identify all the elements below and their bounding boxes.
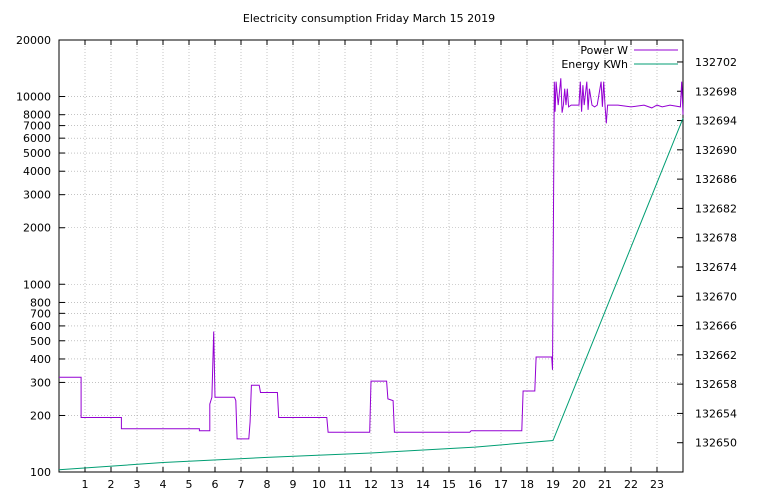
x-tick-label: 20	[572, 478, 586, 491]
grid	[59, 40, 683, 472]
y-left-tick-label: 1000	[23, 278, 51, 291]
y-right-tick-label: 132670	[695, 290, 737, 303]
series-layer	[58, 78, 684, 471]
y-left-tick-label: 20000	[16, 34, 51, 47]
plot-border	[58, 39, 684, 473]
y-right-tick-label: 132682	[695, 202, 737, 215]
y-left-tick-label: 700	[30, 307, 51, 320]
legend: Power W Energy KWh	[561, 44, 678, 71]
y-left-tick-label: 6000	[23, 132, 51, 145]
x-tick-label: 3	[134, 478, 141, 491]
y-left-tick-label: 200	[30, 409, 51, 422]
legend-label-energy: Energy KWh	[561, 58, 628, 71]
y-right-tick-label: 132698	[695, 85, 737, 98]
y-left-tick-label: 500	[30, 335, 51, 348]
x-tick-label: 22	[624, 478, 638, 491]
chart-title: Electricity consumption Friday March 15 …	[243, 12, 495, 25]
x-tick-label: 16	[468, 478, 482, 491]
legend-label-power: Power W	[580, 44, 628, 57]
x-tick-label: 10	[312, 478, 326, 491]
x-tick-label: 4	[160, 478, 167, 491]
x-tick-label: 18	[520, 478, 534, 491]
y-left-tick-label: 4000	[23, 165, 51, 178]
x-tick-label: 7	[238, 478, 245, 491]
x-tick-label: 17	[494, 478, 508, 491]
x-tick-label: 2	[108, 478, 115, 491]
x-tick-label: 12	[364, 478, 378, 491]
y-left-tick-label: 7000	[23, 120, 51, 133]
x-tick-label: 23	[650, 478, 664, 491]
x-tick-label: 6	[212, 478, 219, 491]
y-right-tick-label: 132690	[695, 144, 737, 157]
y-left-tick-label: 300	[30, 376, 51, 389]
x-tick-label: 11	[338, 478, 352, 491]
x-tick-label: 19	[546, 478, 560, 491]
x-tick-label: 8	[264, 478, 271, 491]
x-tick-label: 5	[186, 478, 193, 491]
x-tick-label: 15	[442, 478, 456, 491]
series-line-power	[59, 78, 684, 440]
axes: 1 2 3 4 5 6 7 8 9 10 11 12 13 14 15 16 17 18 19 20 21 22 23100…	[16, 34, 737, 491]
y-right-tick-label: 132666	[695, 320, 737, 333]
y-left-tick-label: 100	[30, 466, 51, 479]
x-tick-label: 21	[598, 478, 612, 491]
y-left-tick-label: 2000	[23, 222, 51, 235]
y-left-tick-label: 5000	[23, 147, 51, 160]
y-left-tick-label: 10000	[16, 91, 51, 104]
x-tick-label: 9	[290, 478, 297, 491]
x-tick-label: 14	[416, 478, 430, 491]
y-left-tick-label: 8000	[23, 109, 51, 122]
x-tick-label: 1	[82, 478, 89, 491]
y-right-tick-label: 132678	[695, 232, 737, 245]
series-line-energy	[58, 118, 684, 471]
y-right-tick-label: 132694	[695, 115, 737, 128]
y-left-tick-label: 800	[30, 296, 51, 309]
y-right-tick-label: 132702	[695, 56, 737, 69]
y-right-tick-label: 132654	[695, 407, 737, 420]
y-right-tick-label: 132662	[695, 349, 737, 362]
y-right-tick-label: 132650	[695, 437, 737, 450]
y-left-tick-label: 600	[30, 320, 51, 333]
y-right-tick-label: 132658	[695, 378, 737, 391]
y-right-tick-label: 132686	[695, 173, 737, 186]
y-left-tick-label: 400	[30, 353, 51, 366]
y-left-tick-label: 3000	[23, 189, 51, 202]
y-right-tick-label: 132674	[695, 261, 737, 274]
x-tick-label: 13	[390, 478, 404, 491]
